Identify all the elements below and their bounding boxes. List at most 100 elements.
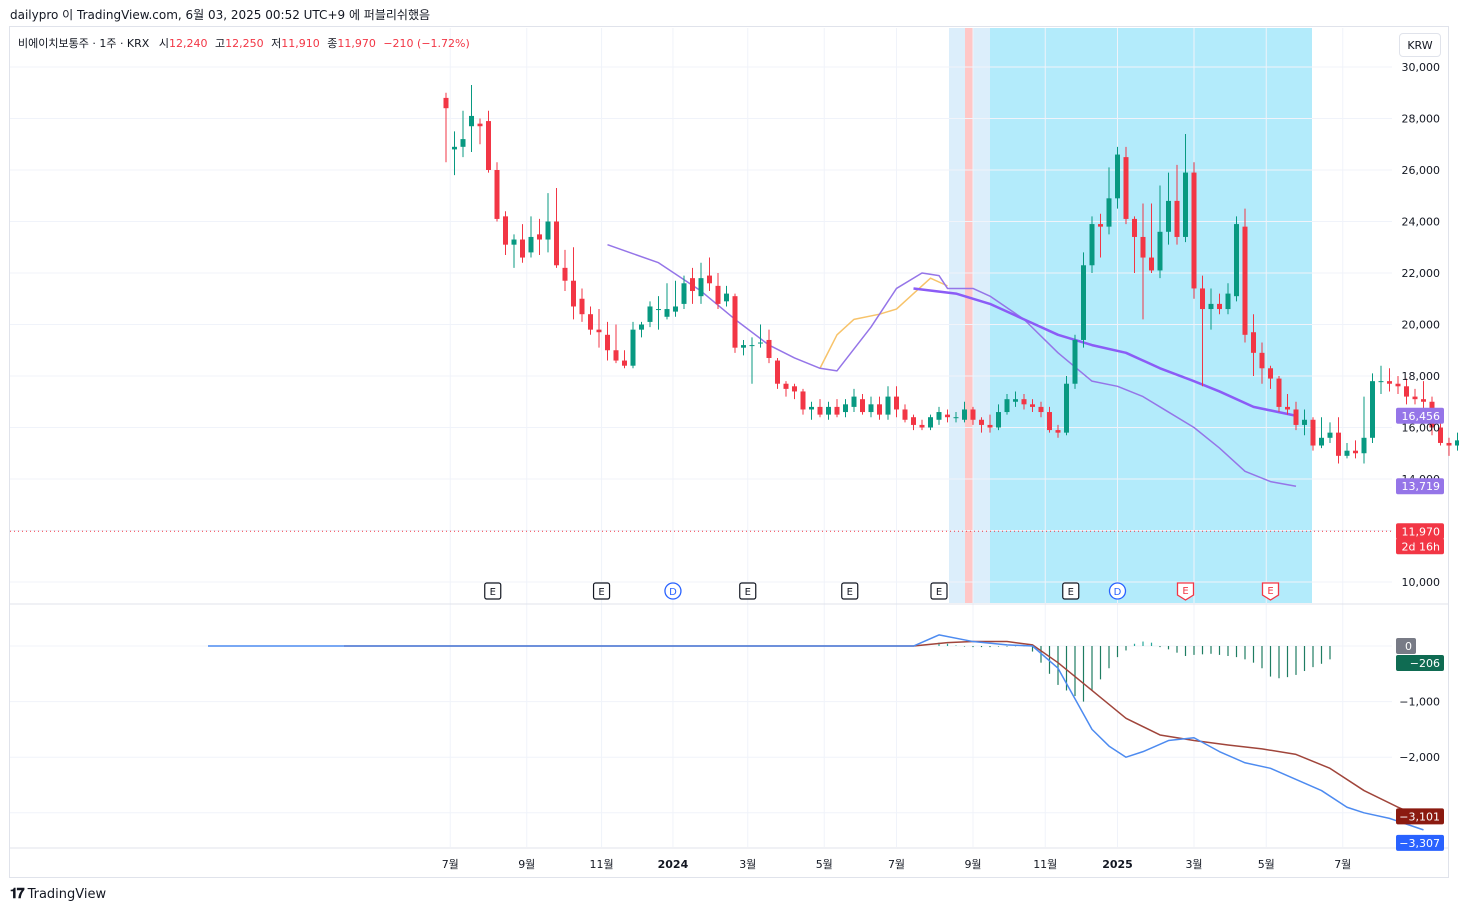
candle-body (571, 280, 576, 307)
tradingview-footer[interactable]: 𝟏𝟕 TradingView (10, 886, 106, 902)
candle-body (885, 396, 891, 415)
candle-body (792, 386, 797, 392)
candle-body (1072, 339, 1078, 384)
earnings-future-label: E (1267, 586, 1273, 597)
currency-button[interactable]: KRW (1399, 33, 1441, 57)
candle-body (469, 115, 474, 127)
time-tick-label: 2024 (658, 858, 689, 871)
shaded-regions (949, 28, 1312, 603)
candle-body (970, 409, 976, 420)
candle-body (1038, 406, 1044, 413)
candle-body (630, 329, 636, 366)
candle-body (605, 334, 610, 351)
candle-body (800, 391, 806, 410)
candle-body (1455, 440, 1459, 446)
shade-red-region (965, 28, 973, 603)
price-tick-label: 18,000 (1402, 370, 1441, 383)
candle-body (1259, 352, 1265, 369)
candle-body (503, 216, 508, 245)
time-tick-label: 2025 (1102, 858, 1133, 871)
candle-body (681, 283, 687, 304)
macd-badge-histogram: −206 (1410, 657, 1440, 670)
candle-body (1013, 399, 1018, 402)
macd-tick-label: −1,000 (1399, 696, 1440, 709)
low-value: 11,910 (281, 37, 320, 50)
candle-body (494, 170, 500, 219)
candle-body (1319, 437, 1324, 446)
close-value: 11,970 (337, 37, 376, 50)
candle-body (1098, 224, 1103, 227)
candle-body (902, 409, 908, 420)
macd-badge-zero: 0 (1405, 640, 1412, 653)
time-tick-label: 11월 (589, 858, 613, 871)
price-tick-label: 24,000 (1402, 216, 1441, 229)
candle-body (562, 267, 568, 281)
ohlc-legend: 비에이치보통주 · 1주 · KRX 시12,240 고12,250 저11,9… (18, 35, 470, 51)
candle-body (1089, 224, 1095, 266)
candle-body (613, 350, 619, 361)
candle-body (579, 298, 585, 315)
candle-body (1208, 303, 1214, 310)
candle-body (1251, 332, 1256, 353)
candle-body (511, 239, 517, 245)
publish-caption: dailypro 이 TradingView.com, 6월 03, 2025 … (10, 8, 431, 22)
close-label: 종 (327, 37, 338, 50)
candle-body (588, 314, 593, 330)
candle-body (1234, 224, 1239, 297)
candle-body (520, 239, 525, 258)
macd-badge-macd: −3,307 (1399, 837, 1440, 850)
macd-signal-line (344, 640, 1424, 820)
candle-body (1174, 200, 1180, 237)
candle-body (1225, 293, 1231, 310)
candle-body (877, 404, 882, 415)
candle-body (460, 139, 466, 147)
candle-body (817, 406, 823, 415)
candle-body (647, 306, 653, 322)
time-tick-label: 3월 (1185, 858, 1202, 871)
candle-body (894, 396, 899, 410)
candle-body (477, 123, 483, 127)
candle-body (1361, 437, 1367, 454)
earnings-future-marker (1261, 582, 1280, 601)
candle-body (928, 417, 933, 428)
candle-body (1404, 386, 1409, 397)
open-value: 12,240 (168, 37, 208, 50)
candle-body (979, 419, 984, 425)
candle-body (783, 383, 789, 389)
price-badge-ma-short-bg (1396, 478, 1444, 495)
candle-body (936, 412, 942, 420)
candle-body (1276, 378, 1282, 407)
candle-body (554, 221, 559, 266)
candle-body (1115, 154, 1120, 199)
candle-body (545, 221, 551, 240)
time-axis: 7월 9월 11월 2024 3월 5월 7월 9월 11월 2025 3월 5월 7월 (442, 858, 1352, 871)
candle-body (1310, 419, 1316, 446)
dividend-marker-label: D (669, 587, 677, 598)
earnings-marker (484, 582, 502, 600)
price-tick-label: 20,000 (1402, 319, 1441, 332)
earnings-future-label: E (1182, 586, 1188, 597)
candle-body (1047, 412, 1052, 431)
macd-tick-label: −2,000 (1399, 751, 1440, 764)
earnings-marker (739, 582, 757, 600)
earnings-marker (841, 582, 859, 600)
macd-badge-signal: −3,101 (1399, 810, 1440, 823)
brand-name: TradingView (27, 886, 107, 902)
candle-body (834, 406, 840, 415)
candle-body (673, 306, 678, 312)
candle-body (1132, 218, 1137, 237)
macd-badge-zero-bg (1396, 638, 1416, 654)
candle-body (945, 414, 950, 418)
time-tick-label: 9월 (964, 858, 981, 871)
earnings-marker-label: E (490, 587, 496, 598)
candle-body (639, 324, 644, 330)
candle-body (749, 345, 755, 347)
candle-body (953, 417, 959, 419)
candle-body (843, 404, 848, 413)
candle-body (962, 409, 967, 420)
high-value: 12,250 (225, 37, 264, 50)
candle-body (1242, 226, 1248, 335)
candle-body (1004, 399, 1010, 413)
